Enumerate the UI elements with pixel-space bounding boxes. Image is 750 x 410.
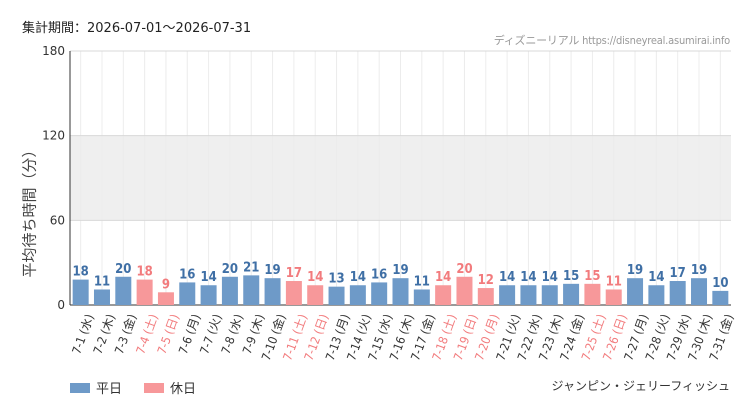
- bar-value-label: 11: [94, 274, 110, 289]
- y-axis-label-wrap: 平均待ち時間（分）: [14, 140, 44, 280]
- bar: [93, 289, 110, 305]
- legend-label-weekday: 平日: [96, 382, 123, 397]
- bar-value-label: 15: [563, 269, 579, 284]
- attraction-name: ジャンピン・ジェリーフィッシュ: [551, 379, 730, 393]
- bar-value-label: 18: [136, 265, 152, 280]
- bar: [307, 285, 324, 305]
- bar: [264, 278, 281, 305]
- y-tick-label: 0: [57, 298, 65, 312]
- y-axis-label: 平均待ち時間（分）: [20, 142, 39, 278]
- bar-value-label: 19: [627, 263, 643, 278]
- legend-item-weekday: 平日: [70, 378, 122, 397]
- bar-value-label: 20: [115, 262, 131, 277]
- bar-value-label: 20: [456, 262, 472, 277]
- bar-value-label: 20: [222, 262, 238, 277]
- bar-value-label: 14: [350, 270, 366, 285]
- bar-value-label: 11: [414, 274, 430, 289]
- bar: [584, 283, 601, 305]
- bar: [136, 279, 153, 305]
- bar-value-label: 17: [670, 266, 686, 281]
- bar-value-label: 11: [606, 274, 622, 289]
- bar: [349, 285, 366, 305]
- bar: [477, 288, 494, 305]
- bar: [285, 281, 302, 305]
- y-tick-label: 120: [42, 129, 65, 143]
- bar-value-label: 13: [328, 272, 344, 287]
- bar: [157, 292, 174, 305]
- bar-value-label: 16: [371, 267, 387, 282]
- bar-value-label: 10: [712, 276, 728, 291]
- bar: [413, 289, 430, 305]
- bar-value-label: 14: [648, 270, 664, 285]
- bar: [328, 286, 345, 305]
- bar: [456, 276, 473, 305]
- legend-swatch-weekday: [70, 382, 90, 393]
- bar-value-label: 14: [499, 270, 515, 285]
- bar: [435, 285, 452, 305]
- bar-value-label: 12: [478, 273, 494, 288]
- legend-swatch-holiday: [144, 382, 165, 393]
- bar: [200, 285, 217, 305]
- bar: [541, 285, 558, 305]
- bar-value-label: 14: [520, 270, 536, 285]
- bar: [179, 282, 196, 305]
- bar-value-label: 14: [307, 270, 323, 285]
- bar: [499, 285, 516, 305]
- bar: [371, 282, 388, 305]
- bar-value-label: 14: [435, 270, 451, 285]
- bar: [648, 285, 665, 305]
- bar-value-label: 14: [200, 270, 216, 285]
- bar-value-label: 14: [542, 270, 558, 285]
- bar-value-label: 17: [286, 266, 302, 281]
- legend: 平日 休日: [70, 378, 196, 397]
- legend-label-holiday: 休日: [170, 382, 197, 397]
- bar-value-label: 19: [691, 263, 707, 278]
- bar-value-label: 19: [264, 263, 280, 278]
- bar: [605, 289, 622, 305]
- period-label: 集計期間：2026-07-01～2026-07-31: [22, 21, 252, 36]
- legend-item-holiday: 休日: [144, 378, 196, 397]
- bar: [691, 278, 708, 305]
- bar: [627, 278, 644, 305]
- bar: [221, 276, 238, 305]
- y-tick-label: 60: [50, 213, 65, 227]
- bar: [392, 278, 409, 305]
- bar: [115, 276, 132, 305]
- bar: [712, 290, 729, 305]
- bar: [243, 275, 260, 305]
- bar-value-label: 19: [392, 263, 408, 278]
- y-tick-label: 180: [42, 44, 65, 58]
- bar: [520, 285, 537, 305]
- bar: [563, 283, 580, 305]
- bar: [669, 281, 686, 305]
- bar-value-label: 15: [584, 269, 600, 284]
- bar: [72, 279, 89, 305]
- source-label: ディズニーリアル https://disneyreal.asumirai.inf…: [493, 34, 730, 47]
- bar-value-label: 16: [179, 267, 195, 282]
- bar-value-label: 18: [73, 265, 89, 280]
- bar-value-label: 21: [243, 260, 259, 275]
- bar-value-label: 9: [162, 277, 170, 292]
